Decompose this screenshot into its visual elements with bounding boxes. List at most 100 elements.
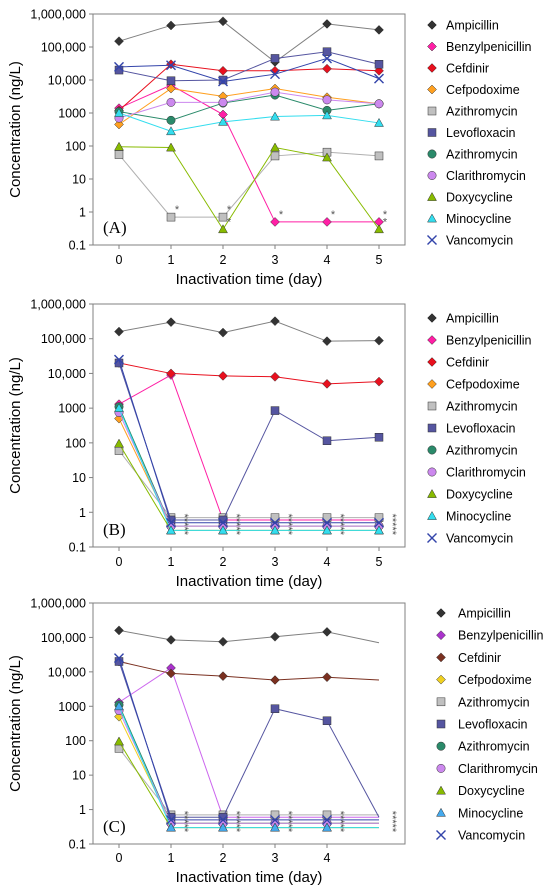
triangle-marker bbox=[114, 438, 124, 448]
y-tick-label: 10 bbox=[72, 471, 86, 485]
series-line bbox=[118, 706, 379, 829]
chart-panel-3: 0.1 1 10 100 1000 10,000 100,000 1,000,000 0 1 2 3 4… bbox=[7, 597, 544, 887]
circle-marker bbox=[427, 171, 437, 180]
square-marker bbox=[427, 128, 437, 137]
circle-marker bbox=[166, 115, 176, 125]
series-line bbox=[118, 88, 380, 125]
series-line bbox=[118, 661, 380, 681]
legend-item: Vancomycin bbox=[427, 532, 513, 546]
legend-label: Azithromycin bbox=[446, 105, 518, 119]
triangle-marker bbox=[322, 822, 332, 832]
series-5 bbox=[114, 147, 384, 222]
triangle-marker bbox=[374, 224, 384, 234]
legend-label: Levofloxacin bbox=[446, 126, 516, 140]
square-marker bbox=[427, 423, 437, 433]
series-line bbox=[118, 658, 379, 821]
legend-item: Cefpodoxime bbox=[427, 378, 520, 392]
series-line bbox=[118, 407, 379, 531]
square-marker bbox=[270, 406, 280, 415]
diamond-marker bbox=[322, 627, 332, 637]
diamond-marker bbox=[374, 376, 384, 387]
diamond-marker bbox=[436, 608, 446, 618]
circle-marker bbox=[270, 87, 280, 97]
series-line bbox=[118, 94, 380, 121]
square-marker bbox=[374, 433, 384, 442]
series-line bbox=[118, 91, 380, 119]
diamond-marker bbox=[427, 379, 437, 389]
legend-item: Azithromycin bbox=[427, 444, 518, 458]
diamond-marker bbox=[218, 636, 228, 647]
circle-marker bbox=[427, 467, 437, 477]
diamond-marker bbox=[114, 326, 124, 337]
x-marker bbox=[166, 517, 176, 528]
series-line bbox=[118, 629, 380, 644]
series-9 bbox=[114, 141, 384, 234]
y-tick-label: 0.1 bbox=[69, 838, 86, 852]
series-line bbox=[118, 57, 380, 83]
series-10 bbox=[114, 403, 384, 535]
legend-item: Cefdinir bbox=[427, 356, 489, 370]
x-marker bbox=[166, 814, 176, 825]
circle-marker bbox=[427, 445, 437, 455]
annotation: ***** bbox=[282, 811, 294, 833]
annotation: ***** bbox=[386, 811, 398, 833]
legend-label: Clarithromycin bbox=[446, 466, 526, 480]
series-1 bbox=[114, 625, 380, 647]
legend-item: Ampicillin bbox=[427, 19, 499, 33]
series-10 bbox=[114, 107, 384, 136]
legend-item: Azithromycin bbox=[427, 105, 518, 119]
series-8 bbox=[114, 408, 384, 531]
triangle-marker bbox=[436, 785, 446, 795]
triangle-marker bbox=[270, 111, 280, 121]
y-tick-label: 10 bbox=[72, 173, 86, 187]
square-marker bbox=[374, 60, 384, 69]
x-marker bbox=[374, 517, 384, 528]
diamond-marker bbox=[166, 83, 176, 94]
triangle-marker bbox=[166, 126, 176, 136]
legend-item: Benzylpenicillin bbox=[427, 40, 532, 54]
series-3 bbox=[114, 656, 380, 685]
y-tick-label: 10,000 bbox=[48, 665, 86, 679]
series-11 bbox=[114, 653, 379, 825]
triangle-marker bbox=[114, 141, 124, 151]
series-6 bbox=[114, 47, 384, 85]
legend-label: Minocycline bbox=[458, 806, 523, 820]
x-tick-label: 3 bbox=[272, 851, 279, 865]
legend-label: Ampicillin bbox=[446, 312, 499, 326]
legend-item: Cefdinir bbox=[436, 651, 501, 665]
annotation: ***** bbox=[386, 514, 398, 536]
annotation: ***** bbox=[230, 514, 242, 536]
y-tick-label: 1000 bbox=[58, 107, 86, 121]
legend-label: Minocycline bbox=[446, 212, 511, 226]
legend: Ampicillin Benzylpenicillin Cefdinir Cefpod… bbox=[427, 19, 532, 248]
square-marker bbox=[374, 151, 384, 161]
diamond-marker bbox=[322, 379, 332, 389]
square-marker bbox=[427, 401, 437, 411]
panel-label: (B) bbox=[103, 520, 126, 539]
diamond-marker bbox=[218, 671, 228, 682]
y-tick-label: 1,000,000 bbox=[30, 8, 86, 22]
triangle-marker bbox=[218, 525, 228, 535]
series-line bbox=[118, 362, 380, 385]
x-tick-label: 3 bbox=[272, 253, 279, 267]
legend-label: Cefdinir bbox=[446, 356, 489, 370]
square-marker bbox=[166, 212, 176, 222]
legend-label: Cefdinir bbox=[458, 651, 501, 665]
plot-area bbox=[92, 602, 406, 845]
diamond-marker bbox=[166, 20, 176, 31]
triangle-marker bbox=[114, 107, 124, 117]
legend-item: Minocycline bbox=[436, 806, 523, 820]
series-line bbox=[118, 450, 379, 519]
annotation: ***** bbox=[334, 514, 346, 536]
diamond-marker bbox=[427, 313, 437, 323]
legend-item: Levofloxacin bbox=[436, 718, 528, 732]
triangle-marker bbox=[322, 110, 332, 120]
diamond-marker bbox=[427, 84, 437, 95]
plot-area bbox=[92, 303, 406, 548]
diamond-marker bbox=[114, 625, 124, 636]
series-line bbox=[118, 320, 380, 342]
x-marker bbox=[427, 533, 437, 543]
annotation: * bbox=[383, 209, 388, 221]
legend-item: Cefpodoxime bbox=[436, 673, 532, 687]
